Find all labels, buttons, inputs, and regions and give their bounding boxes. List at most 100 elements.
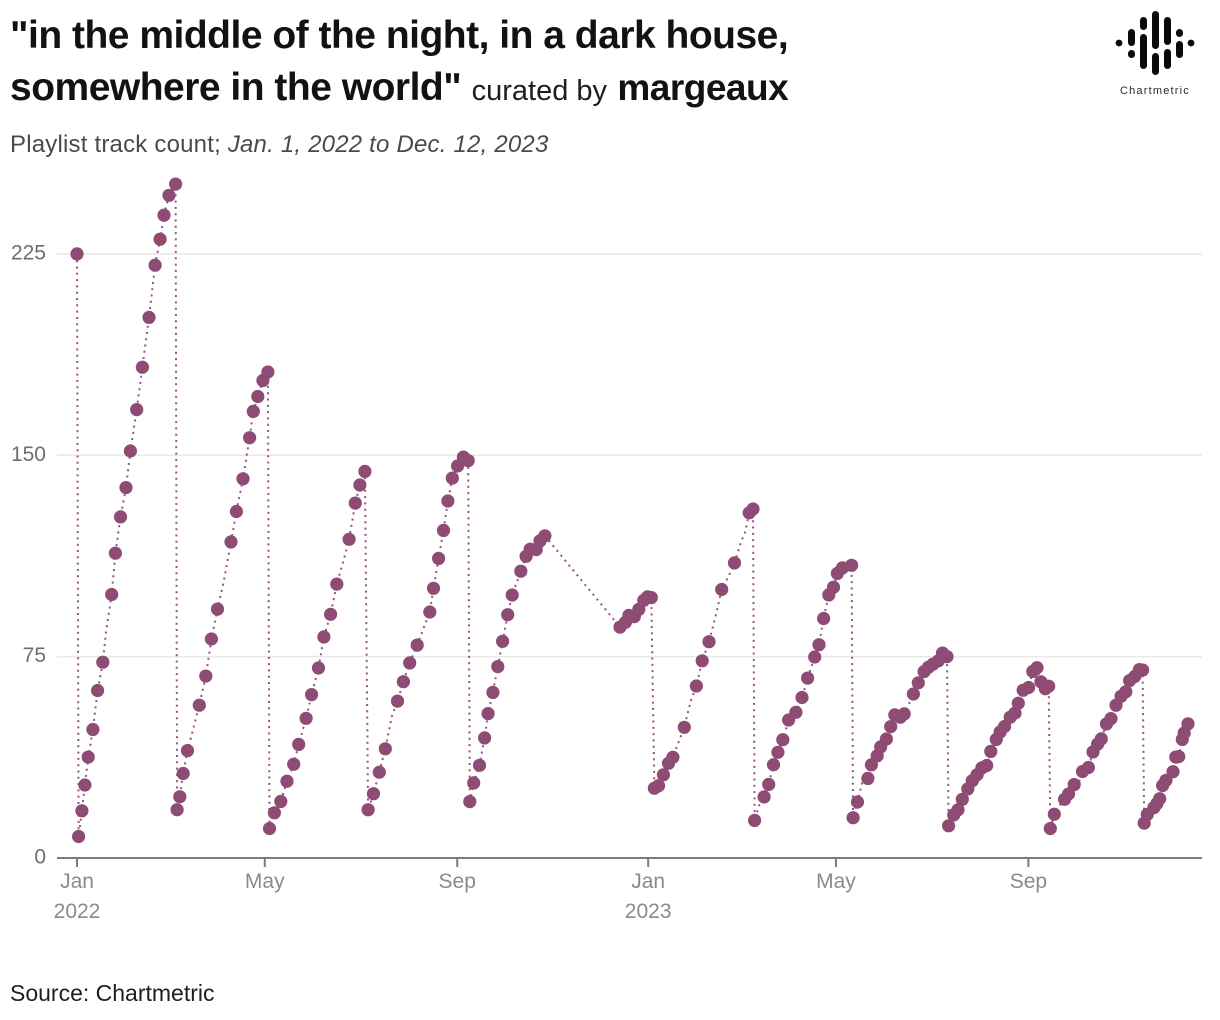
data-point — [1042, 679, 1056, 693]
data-point — [299, 711, 313, 725]
curated-by-label: curated by — [471, 75, 608, 107]
data-point — [72, 829, 86, 844]
data-point — [330, 577, 344, 591]
data-point — [287, 757, 301, 771]
data-point — [727, 556, 742, 570]
data-point — [372, 765, 386, 779]
subtitle-date-range: Jan. 1, 2022 to Dec. 12, 2023 — [227, 131, 549, 158]
x-tick-label: May — [816, 870, 856, 893]
chartmetric-logo: Chartmetric — [1100, 8, 1210, 97]
y-axis: 0 75 150 225 — [11, 241, 46, 868]
data-point — [801, 671, 815, 685]
data-point — [812, 638, 826, 652]
data-point — [403, 656, 417, 670]
data-point — [505, 588, 519, 602]
data-point — [70, 247, 84, 261]
data-point — [390, 694, 405, 708]
data-point — [980, 758, 994, 773]
data-point — [942, 819, 956, 833]
data-point — [1094, 732, 1108, 746]
data-point — [808, 650, 822, 664]
page-title-line1: "in the middle of the night, in a dark h… — [10, 14, 789, 57]
data-point — [1104, 712, 1118, 726]
data-point — [955, 792, 969, 806]
data-point — [715, 582, 729, 597]
data-point — [884, 720, 898, 734]
data-point — [366, 787, 381, 801]
data-point — [236, 472, 250, 486]
data-point — [677, 720, 691, 734]
data-point — [666, 750, 680, 764]
data-point — [1119, 685, 1133, 699]
data-point — [251, 389, 265, 404]
data-point — [157, 208, 171, 222]
data-point — [81, 750, 95, 764]
y-tick-label: 225 — [11, 241, 46, 264]
data-point — [378, 742, 392, 756]
header: "in the middle of the night, in a dark h… — [10, 10, 1010, 159]
title-quote-part: somewhere in the world" — [10, 66, 462, 109]
data-point — [846, 811, 860, 825]
data-point — [850, 795, 865, 809]
data-point — [771, 745, 785, 759]
data-point — [746, 502, 760, 516]
data-point — [1136, 663, 1150, 677]
data-point — [204, 632, 218, 646]
data-point — [776, 733, 790, 747]
data-point — [342, 532, 356, 546]
data-point — [210, 602, 225, 616]
data-point — [879, 732, 894, 746]
data-point — [1153, 792, 1167, 806]
data-point — [280, 774, 294, 788]
data-point — [689, 679, 704, 693]
data-point — [514, 564, 528, 578]
data-point — [86, 722, 100, 737]
chartmetric-waveform-icon — [1115, 11, 1195, 75]
data-point — [472, 758, 487, 772]
subtitle-metric: Playlist track count; — [10, 131, 228, 158]
data-point — [491, 660, 505, 674]
data-point — [1043, 821, 1057, 836]
x-tick-label: Sep — [1010, 870, 1047, 893]
page-title-line2: somewhere in the world" curated by marge… — [10, 62, 1010, 117]
data-point — [91, 683, 105, 698]
data-point — [199, 669, 213, 683]
data-point — [262, 821, 277, 836]
data-point — [501, 608, 515, 622]
data-point — [845, 558, 859, 572]
data-point — [1030, 661, 1044, 675]
data-point — [463, 795, 477, 809]
y-tick-label: 75 — [23, 644, 46, 667]
data-point — [229, 504, 243, 519]
data-point — [789, 705, 803, 719]
data-point — [142, 310, 156, 324]
data-point — [656, 768, 671, 782]
y-tick-label: 0 — [34, 846, 46, 869]
data-point — [538, 529, 552, 543]
data-point — [445, 471, 459, 485]
x-axis: Jan 2022 May Sep Jan 2023 May Sep — [54, 857, 1202, 923]
data-point — [292, 737, 306, 752]
data-point — [153, 232, 167, 246]
data-point — [467, 776, 481, 790]
data-point — [748, 813, 762, 828]
series-playlist-track-count — [70, 177, 1195, 844]
data-point — [113, 510, 128, 524]
data-point — [478, 731, 492, 745]
data-point — [1047, 807, 1061, 821]
data-point — [396, 675, 410, 689]
data-point — [426, 581, 441, 595]
series-dotted-line — [76, 180, 1189, 837]
data-point — [461, 454, 475, 468]
x-tick-year-label: 2023 — [625, 900, 672, 923]
x-tick-year-label: 2022 — [54, 900, 101, 923]
data-point — [1172, 750, 1186, 764]
data-point — [644, 591, 658, 605]
data-point — [695, 654, 709, 668]
data-point — [702, 635, 716, 649]
data-point — [148, 258, 162, 272]
data-point — [436, 523, 451, 538]
data-point — [311, 661, 326, 675]
